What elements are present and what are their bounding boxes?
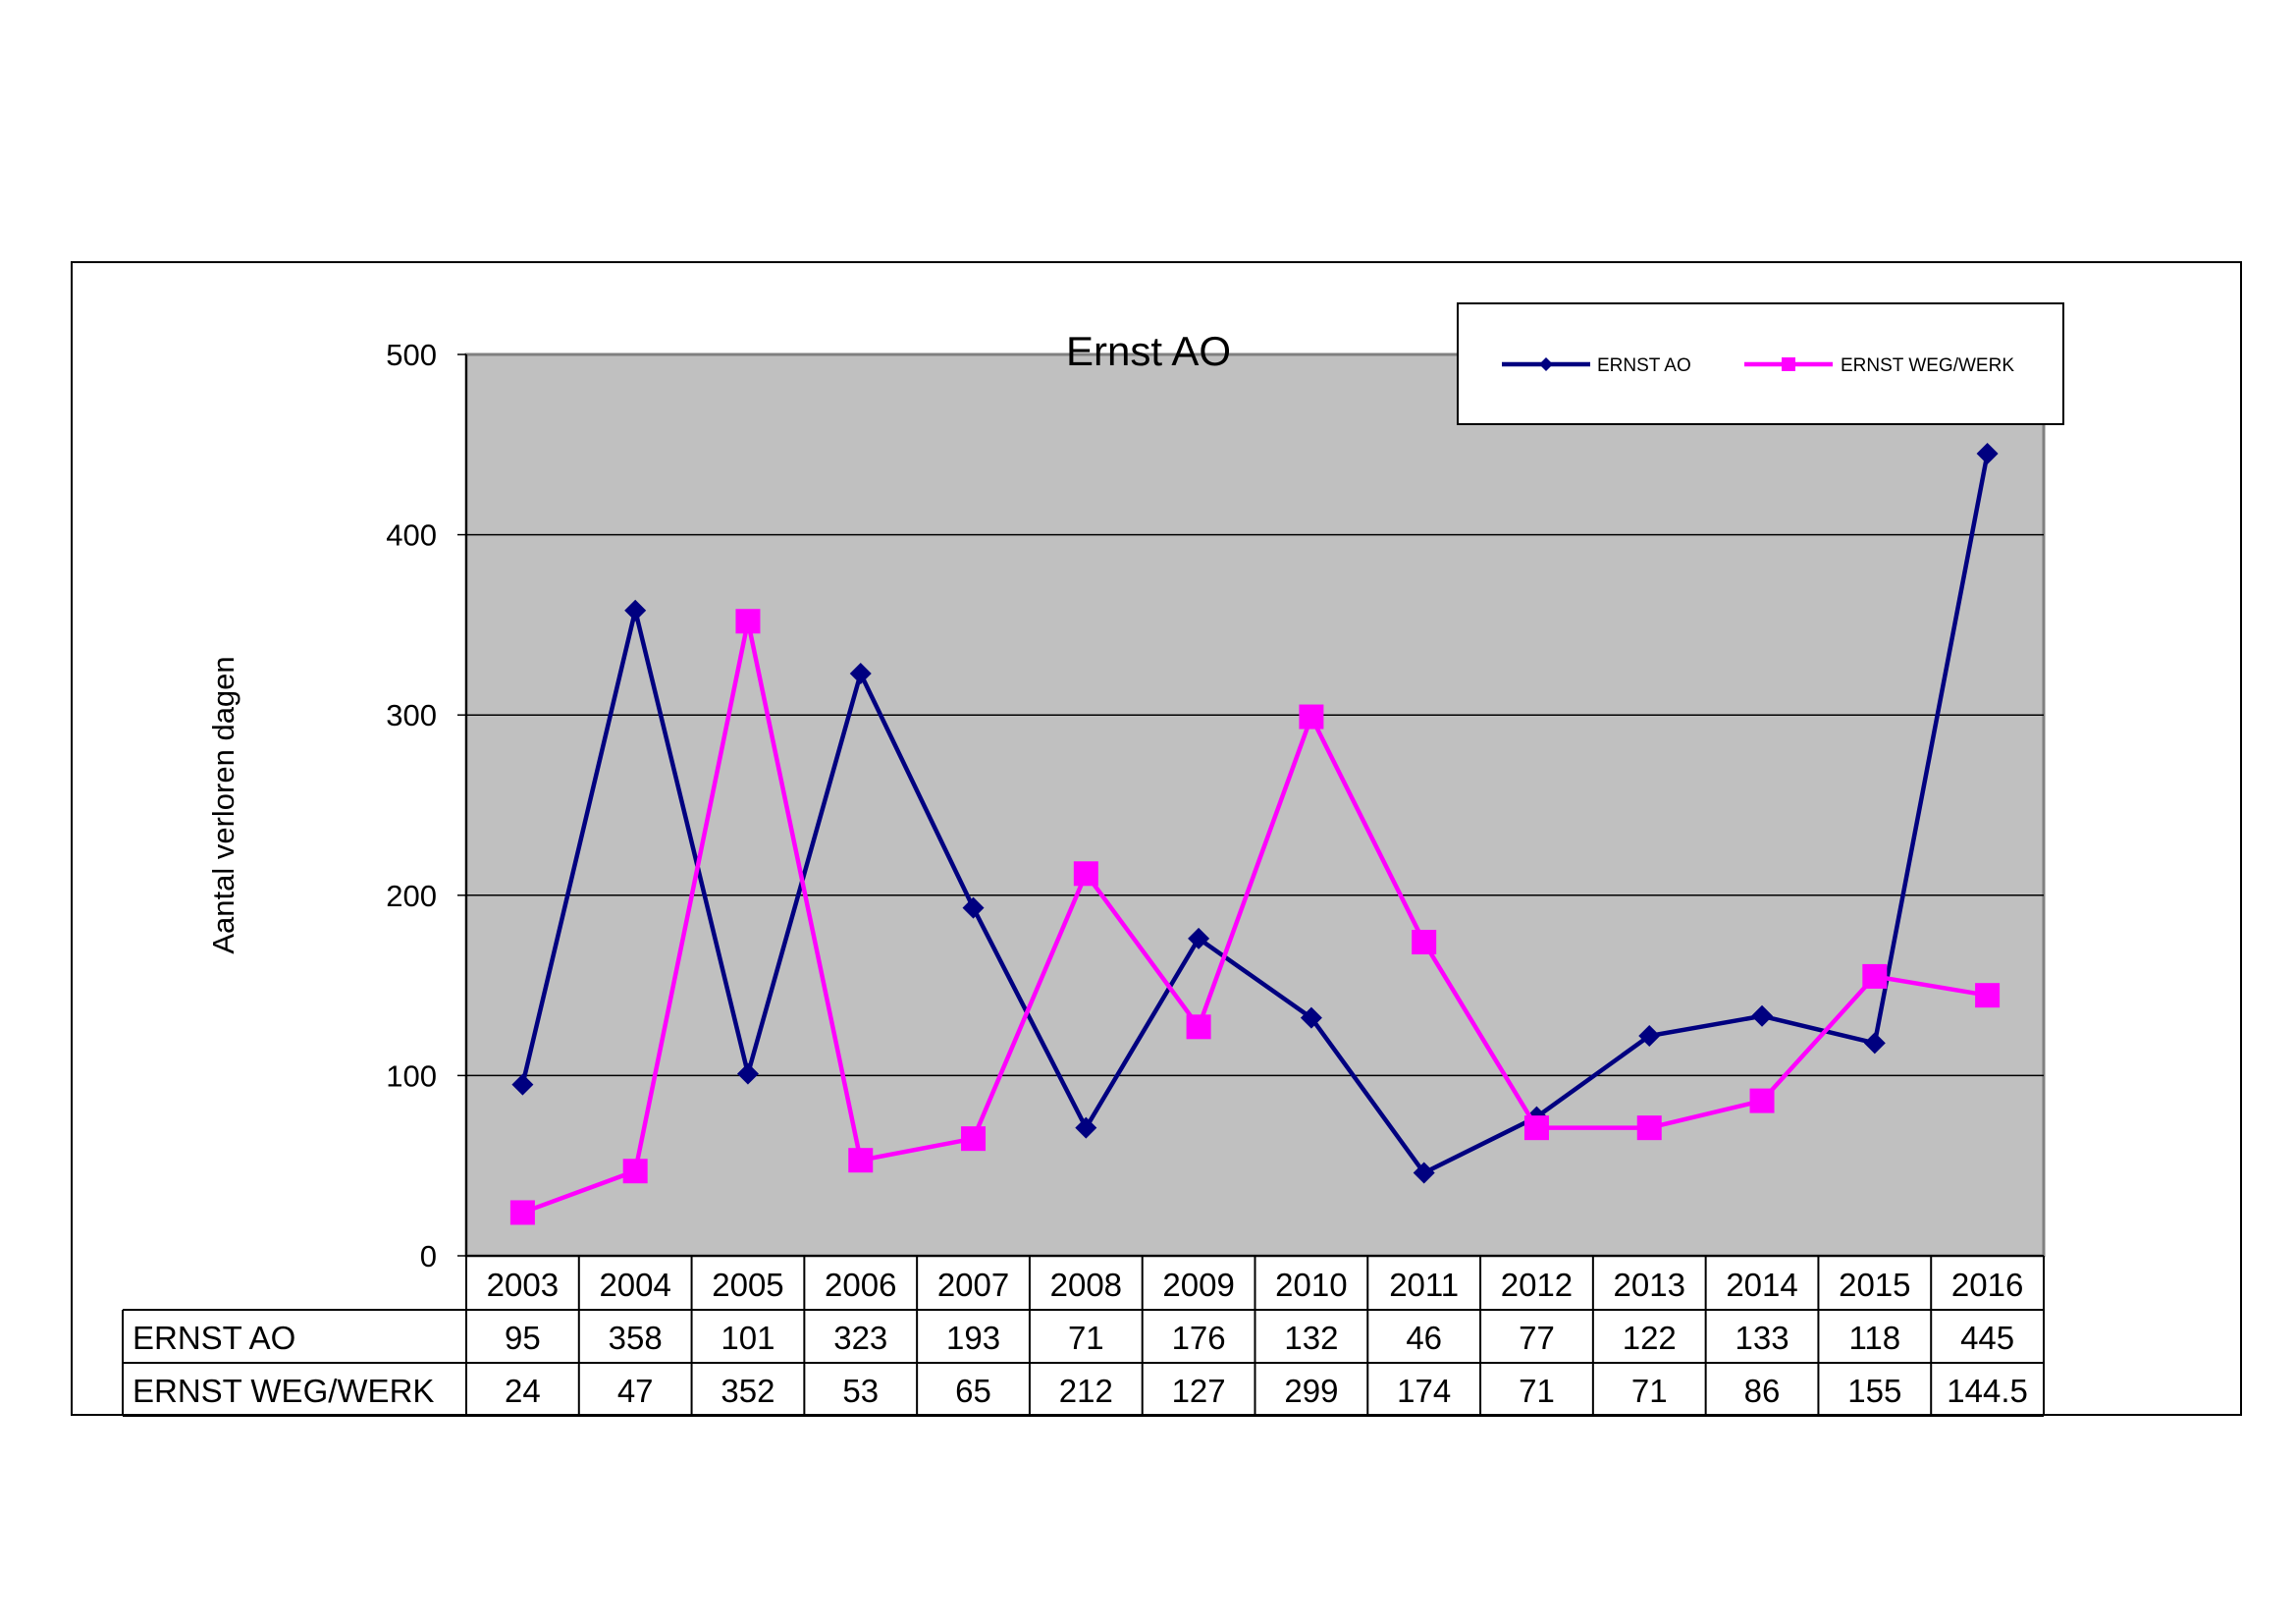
data-point — [1862, 963, 1888, 989]
data-point — [509, 1200, 535, 1225]
table-cell: 445 — [1960, 1320, 2014, 1356]
data-point — [624, 599, 647, 622]
data-point — [848, 1148, 874, 1173]
series-line — [520, 453, 1990, 1176]
table-cell: 193 — [946, 1320, 1000, 1356]
data-point — [1749, 1088, 1775, 1113]
data-point — [962, 896, 985, 919]
table-cell: 212 — [1059, 1373, 1113, 1409]
x-tick-label: 2012 — [1501, 1267, 1573, 1303]
table-cell: 133 — [1735, 1320, 1789, 1356]
series-line — [521, 621, 1988, 1216]
data-point — [735, 609, 761, 634]
table-cell: 132 — [1284, 1320, 1338, 1356]
x-tick-label: 2013 — [1614, 1267, 1685, 1303]
legend-label: ERNST AO — [1597, 355, 1691, 376]
table-cell: 71 — [1068, 1320, 1104, 1356]
data-point — [961, 1126, 987, 1152]
x-tick-label: 2005 — [712, 1267, 783, 1303]
data-point — [1523, 1115, 1549, 1141]
data-point — [1976, 442, 1999, 464]
legend-label: ERNST WEG/WERK — [1841, 355, 2014, 376]
data-point — [1300, 1006, 1322, 1029]
data-point — [849, 662, 872, 684]
legend-marker — [1539, 357, 1553, 371]
data-point — [1636, 1115, 1662, 1141]
x-tick-label: 2006 — [825, 1267, 896, 1303]
table-cell: 144.5 — [1947, 1373, 2028, 1409]
table-cell: 71 — [1519, 1373, 1555, 1409]
y-axis-title: Aantal verloren dagen — [206, 656, 240, 953]
data-point — [1188, 927, 1210, 949]
x-tick-label: 2011 — [1389, 1267, 1459, 1303]
table-cell: 86 — [1744, 1373, 1781, 1409]
y-tick-label: 0 — [420, 1239, 437, 1273]
legend-marker — [1782, 357, 1795, 371]
table-cell: 77 — [1519, 1320, 1555, 1356]
data-point — [1413, 1162, 1435, 1184]
table-cell: 46 — [1406, 1320, 1442, 1356]
data-point — [1075, 1116, 1097, 1139]
y-tick-label: 100 — [386, 1058, 437, 1093]
data-point — [1186, 1014, 1211, 1040]
y-tick-label: 400 — [386, 518, 437, 553]
table-cell: 95 — [505, 1320, 541, 1356]
x-tick-label: 2015 — [1839, 1267, 1910, 1303]
plot-area — [464, 352, 2046, 1258]
x-tick-label: 2014 — [1726, 1267, 1797, 1303]
x-tick-label: 2003 — [487, 1267, 559, 1303]
table-row-label: ERNST WEG/WERK — [133, 1373, 434, 1409]
x-tick-label: 2008 — [1050, 1267, 1122, 1303]
data-point — [736, 1062, 759, 1085]
x-tick-label: 2004 — [599, 1267, 670, 1303]
table-cell: 352 — [721, 1373, 774, 1409]
y-tick-label: 500 — [386, 338, 437, 372]
data-point — [1412, 930, 1437, 955]
chart-title: Ernst AO — [1066, 328, 1231, 374]
table-cell: 71 — [1631, 1373, 1668, 1409]
data-point — [1751, 1004, 1774, 1027]
table-cell: 47 — [617, 1373, 654, 1409]
table-cell: 122 — [1623, 1320, 1677, 1356]
table-cell: 323 — [833, 1320, 887, 1356]
data-point — [1863, 1032, 1886, 1055]
table-cell: 118 — [1849, 1320, 1901, 1356]
y-tick-label: 200 — [386, 879, 437, 913]
data-point — [1975, 983, 2001, 1008]
y-tick-label: 300 — [386, 698, 437, 732]
data-point — [622, 1159, 648, 1184]
data-point — [1299, 704, 1324, 730]
x-tick-label: 2009 — [1162, 1267, 1234, 1303]
x-tick-label: 2010 — [1275, 1267, 1347, 1303]
table-cell: 127 — [1172, 1373, 1226, 1409]
table-cell: 24 — [505, 1373, 541, 1409]
x-tick-label: 2016 — [1951, 1267, 2023, 1303]
table-cell: 176 — [1172, 1320, 1226, 1356]
table-cell: 65 — [955, 1373, 991, 1409]
table-cell: 174 — [1397, 1373, 1451, 1409]
table-cell: 155 — [1847, 1373, 1901, 1409]
data-point — [1638, 1025, 1661, 1048]
x-tick-label: 2007 — [937, 1267, 1009, 1303]
table-row-label: ERNST AO — [133, 1320, 295, 1356]
table-cell: 101 — [721, 1320, 774, 1356]
table-cell: 53 — [842, 1373, 879, 1409]
data-point — [511, 1073, 534, 1096]
table-cell: 358 — [609, 1320, 663, 1356]
table-cell: 299 — [1284, 1373, 1338, 1409]
data-point — [1073, 861, 1098, 887]
